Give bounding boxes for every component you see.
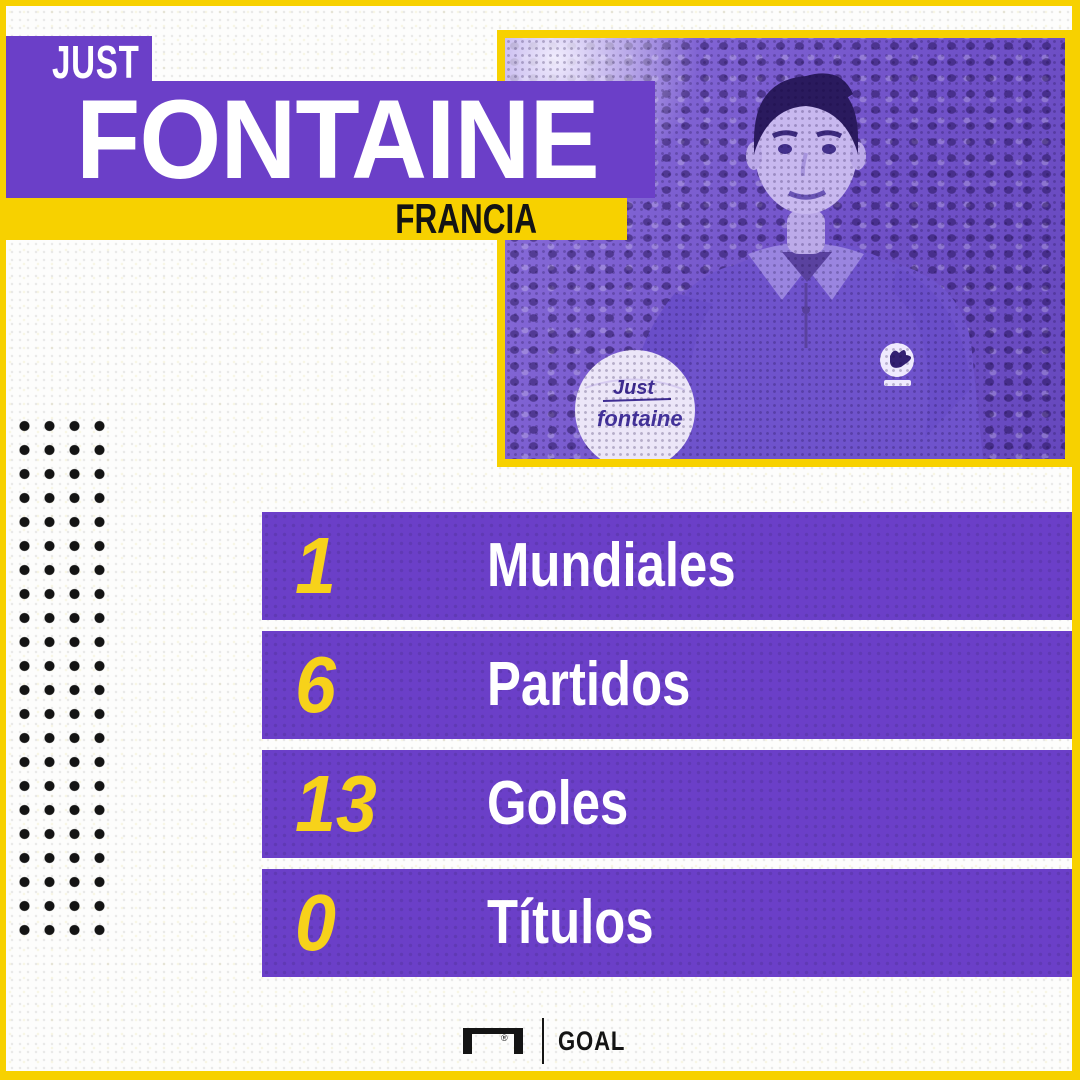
stat-row-partidos: 6 Partidos [262, 631, 1073, 739]
right-ear-shape [850, 142, 866, 170]
neck-opening [782, 252, 832, 282]
left-eye [778, 144, 792, 154]
stat-value: 1 [295, 521, 336, 610]
stat-value: 0 [295, 878, 336, 967]
frame-bottom-edge [0, 1071, 1080, 1080]
frame-top-edge [0, 0, 1080, 6]
last-name-text: FONTAINE [76, 77, 600, 202]
stat-row-titulos: 0 Títulos [262, 869, 1073, 977]
stat-label: Partidos [487, 650, 691, 719]
registered-mark: ® [501, 1033, 508, 1043]
ball-text-underline [602, 398, 672, 402]
ball-shape [575, 350, 695, 459]
country-band: FRANCIA [6, 198, 627, 240]
stat-row-mundiales: 1 Mundiales [262, 512, 1073, 620]
first-name-text: JUST [52, 36, 140, 88]
player-photo: Just fontaine [497, 30, 1073, 467]
right-brow [816, 130, 843, 139]
hair-quiff [806, 73, 853, 104]
collar-shape [748, 243, 864, 300]
brand-wordmark: GOAL [558, 1026, 626, 1056]
stat-value: 13 [295, 759, 377, 848]
brand-divider [542, 1018, 544, 1064]
shirt-button [802, 306, 810, 314]
stat-row-goles: 13 Goles [262, 750, 1073, 858]
first-name-chip [6, 36, 152, 82]
left-ear-shape [746, 142, 762, 170]
left-brow [771, 130, 798, 139]
last-name-chip [6, 81, 655, 198]
right-sleeve-shape [891, 268, 971, 438]
person-illustration: Just fontaine [575, 73, 983, 459]
stat-label: Mundiales [487, 531, 736, 600]
ball-text-just: Just [613, 377, 655, 399]
mouth-line [787, 189, 827, 200]
ball-text-fontaine: fontaine [597, 406, 683, 431]
goalpost-icon [463, 1028, 523, 1054]
frame-left-edge [0, 0, 6, 1080]
stat-value: 6 [295, 640, 336, 729]
dot-grid-decoration [12, 414, 112, 938]
right-eye [822, 144, 836, 154]
brand-footer: ® GOAL [455, 1016, 655, 1066]
crest-banner [884, 380, 911, 386]
stat-label: Títulos [487, 888, 654, 957]
nose-line [800, 152, 808, 177]
neck-shape [787, 210, 825, 254]
country-text: FRANCIA [395, 195, 537, 242]
frame-right-edge [1072, 0, 1080, 1080]
ball-seam [584, 378, 686, 391]
stat-label: Goles [487, 769, 629, 838]
rooster-shape [890, 349, 912, 368]
